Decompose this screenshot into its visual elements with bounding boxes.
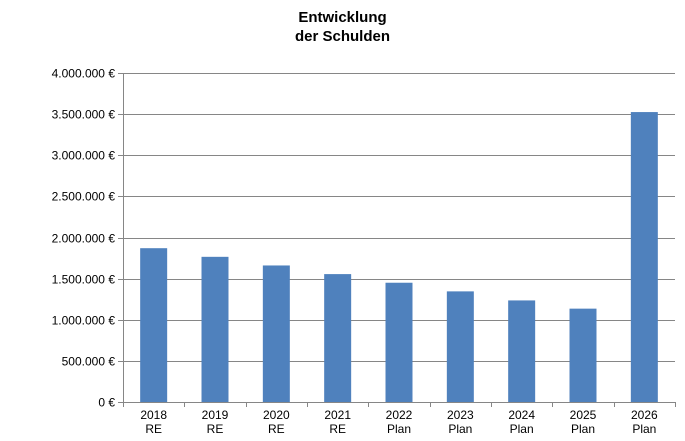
x-tick-label: 2020 [263,408,290,422]
y-tick-label: 0 € [98,396,115,410]
bar [630,112,658,402]
bar [446,291,474,402]
y-tick-label: 2.000.000 € [52,232,116,246]
y-tick-label: 1.000.000 € [52,314,116,328]
bar [385,282,413,402]
x-tick-label: Plan [448,422,472,436]
bar [508,300,536,402]
y-tick-label: 500.000 € [62,355,116,369]
x-tick-label: Plan [510,422,534,436]
bar [201,256,229,402]
x-tick-label: 2019 [202,408,229,422]
chart-title-line-1: Entwicklung [298,9,387,26]
x-tick-label: 2022 [386,408,413,422]
y-tick-label: 3.000.000 € [52,149,116,163]
x-tick-label: 2025 [570,408,597,422]
x-tick-label: 2026 [631,408,658,422]
y-tick-label: 1.500.000 € [52,273,116,287]
bar [140,248,168,402]
x-tick-label: RE [329,422,346,436]
x-tick-label: 2018 [140,408,167,422]
y-tick-label: 4.000.000 € [52,67,116,81]
x-tick-label: Plan [571,422,595,436]
x-tick-label: Plan [632,422,656,436]
x-tick-label: RE [145,422,162,436]
bar [324,274,352,402]
x-tick-label: 2021 [324,408,351,422]
bar [262,265,290,402]
x-tick-label: 2024 [508,408,535,422]
chart-title-line-2: der Schulden [294,28,391,45]
x-tick-label: 2023 [447,408,474,422]
y-tick-label: 3.500.000 € [52,108,116,122]
x-tick-label: RE [268,422,285,436]
bar [569,308,597,402]
x-tick-label: RE [207,422,224,436]
x-tick-label: Plan [387,422,411,436]
chart-title: Entwicklung der Schulden [0,8,685,46]
y-tick-label: 2.500.000 € [52,190,116,204]
